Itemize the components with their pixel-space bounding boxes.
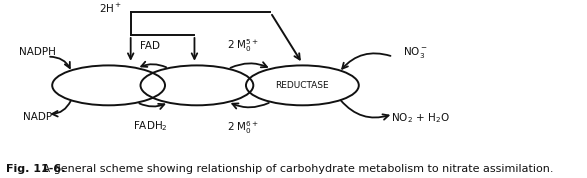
Text: NO$_2$ + H$_2$O: NO$_2$ + H$_2$O <box>391 111 450 125</box>
Text: NO$_3^-$: NO$_3^-$ <box>403 45 427 60</box>
Text: 2H$^+$: 2H$^+$ <box>99 2 122 15</box>
Text: NADPH: NADPH <box>19 47 56 57</box>
Text: Fig. 11-6.: Fig. 11-6. <box>6 164 65 174</box>
Text: REDUCTASE: REDUCTASE <box>275 81 329 90</box>
Text: 2 M$_0^{5+}$: 2 M$_0^{5+}$ <box>227 37 259 54</box>
Text: A general scheme showing relationship of carbohydrate metabolism to nitrate assi: A general scheme showing relationship of… <box>39 164 554 174</box>
Text: FAD: FAD <box>140 41 160 51</box>
Text: 2 M$_0^{6+}$: 2 M$_0^{6+}$ <box>227 119 259 136</box>
Text: NADP: NADP <box>23 112 52 122</box>
Text: FADH$_2$: FADH$_2$ <box>133 119 168 133</box>
